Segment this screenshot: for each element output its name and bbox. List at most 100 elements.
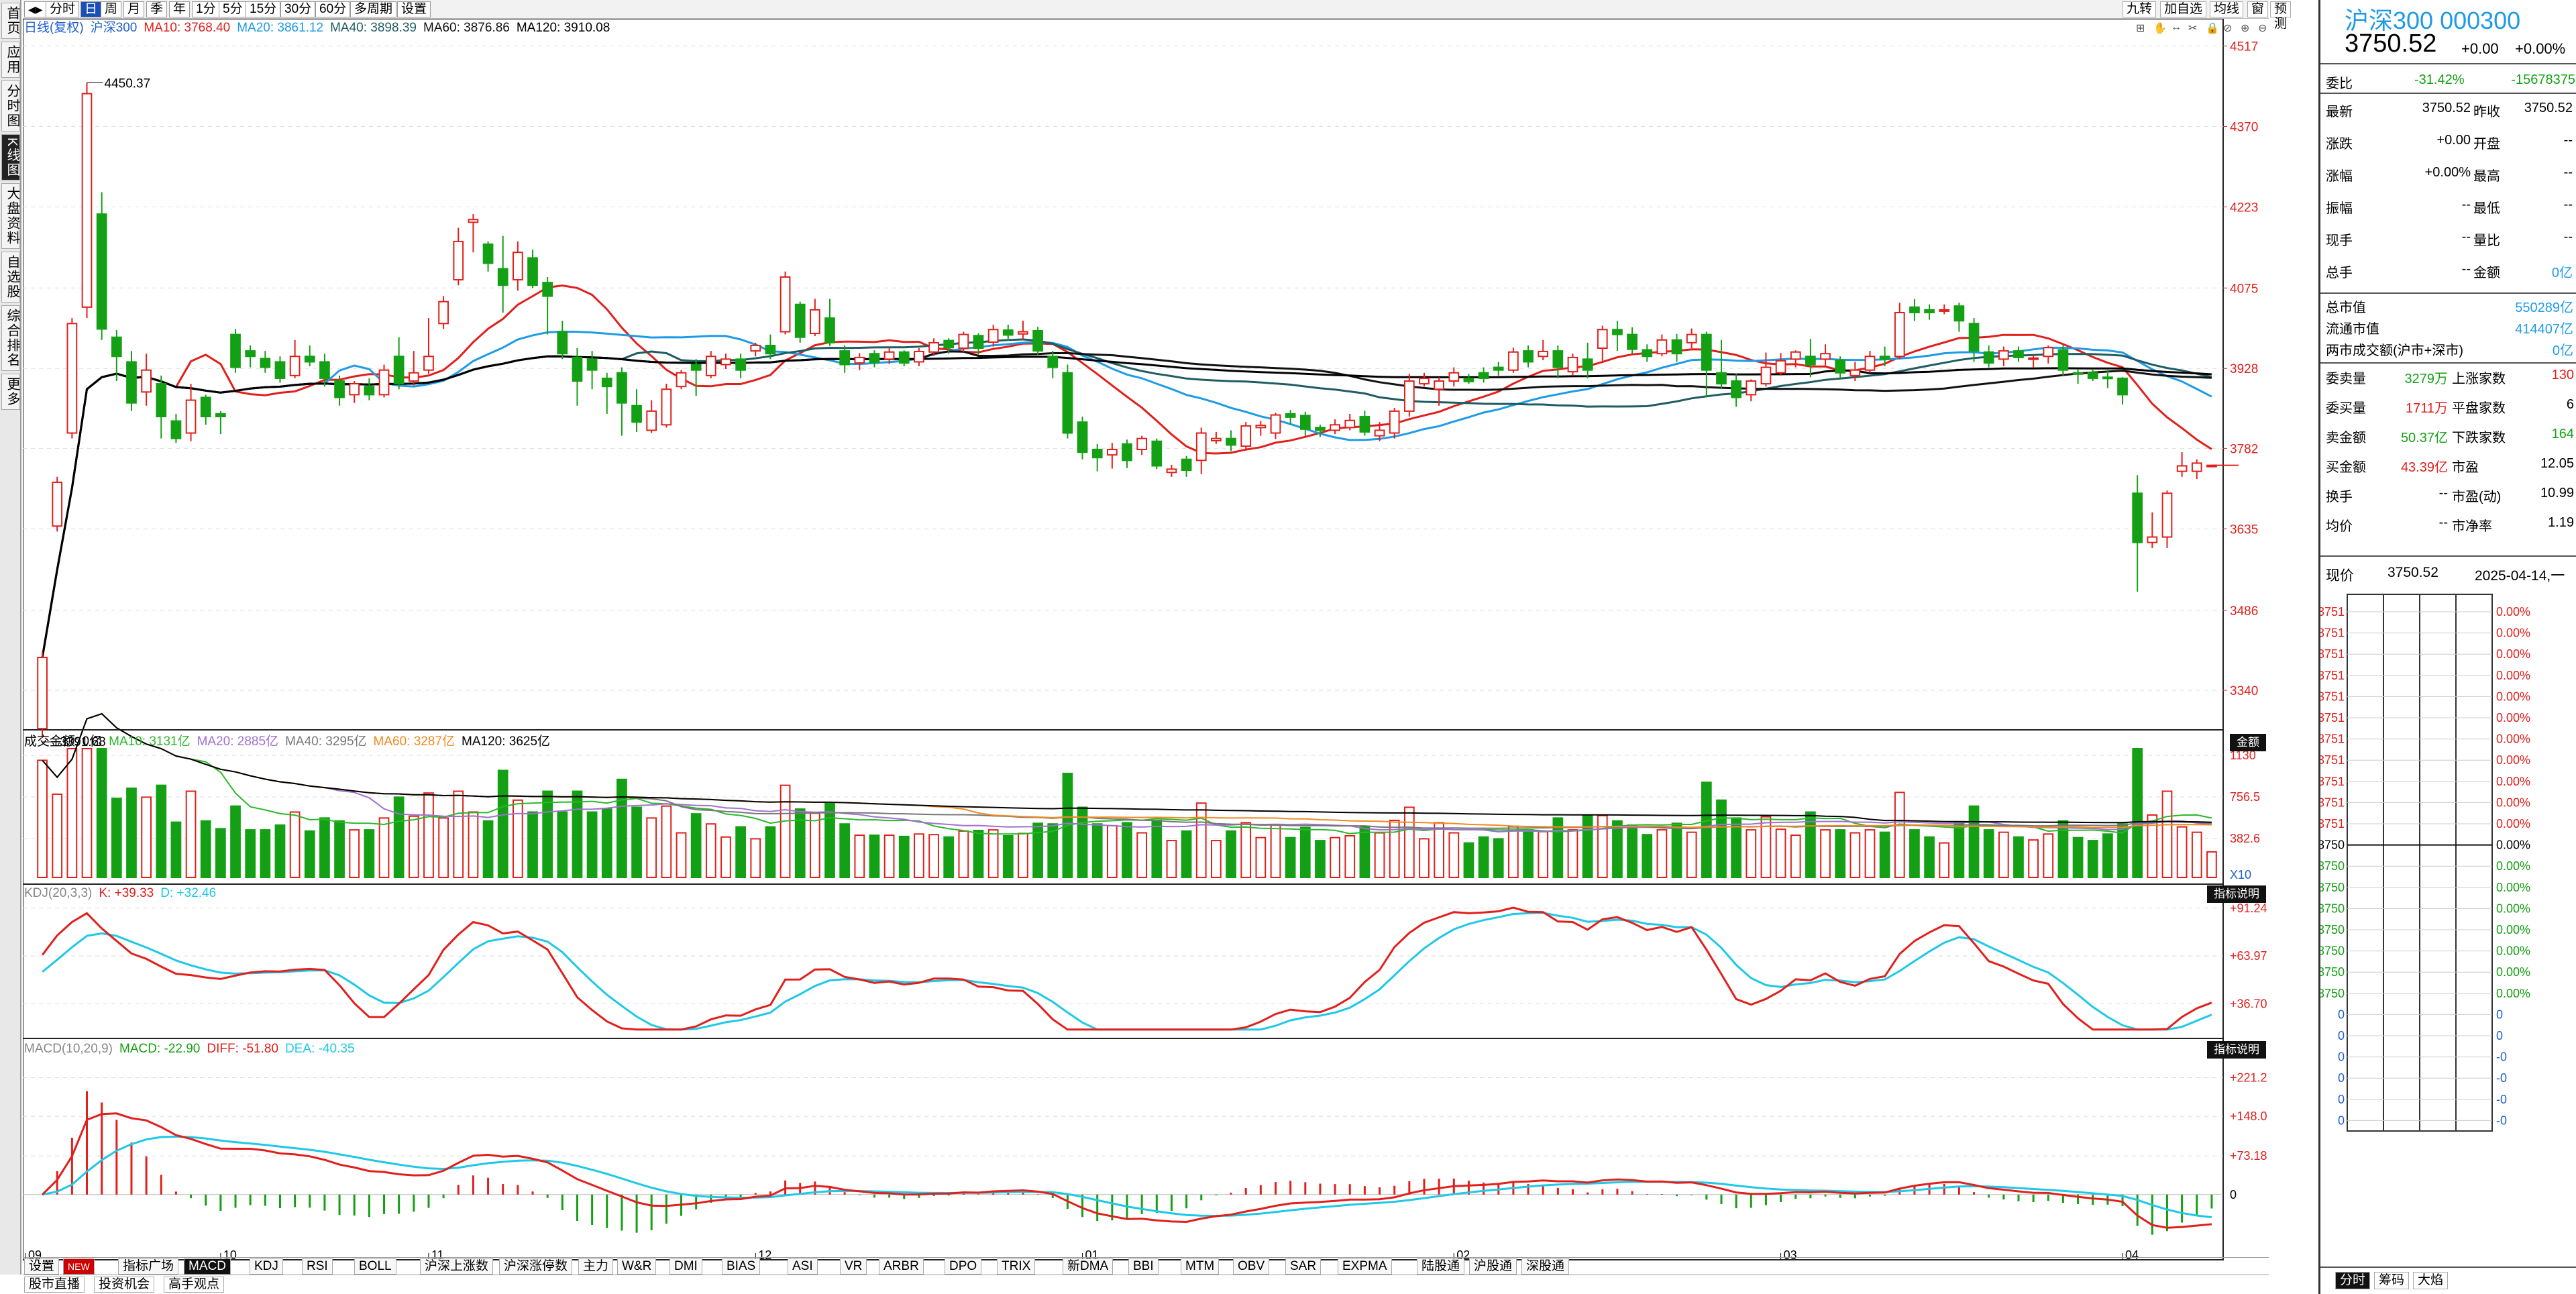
- indicator-tab-9[interactable]: 主力: [578, 1258, 614, 1275]
- period-button-7[interactable]: 5分: [219, 1, 247, 17]
- nav-tab-5[interactable]: 自选股: [1, 252, 20, 303]
- quote-cell-2-1: +0.00%: [2424, 165, 2471, 180]
- candle: [1195, 427, 1207, 474]
- nav-tab-1[interactable]: 应用: [1, 42, 20, 78]
- indicator-tab-11[interactable]: DMI: [669, 1258, 702, 1275]
- quote-bottom-tab-2[interactable]: 大焰: [2413, 1272, 2449, 1289]
- indicator-tab-8[interactable]: 沪深涨停数: [499, 1258, 573, 1275]
- nav-tab-6[interactable]: 综合排名: [1, 305, 20, 372]
- indicator-tab-6[interactable]: BOLL: [354, 1258, 396, 1275]
- indicator-tab-12[interactable]: BIAS: [722, 1258, 761, 1275]
- period-button-6[interactable]: 1分: [192, 1, 220, 17]
- chart-tool-icon-4[interactable]: 🔒: [2206, 23, 2219, 34]
- period-button-5[interactable]: 年: [169, 1, 191, 17]
- indicator-tab-19[interactable]: BBI: [1128, 1258, 1159, 1275]
- candle: [1686, 328, 1697, 349]
- indicator-tab-2[interactable]: 指标广场: [118, 1258, 179, 1275]
- quote-bottom-tab-1[interactable]: 筹码: [2374, 1272, 2410, 1289]
- indicator-tab-7[interactable]: 沪深上涨数: [420, 1258, 494, 1275]
- nav-tab-0[interactable]: 首页: [1, 3, 20, 39]
- indicator-tab-13[interactable]: ASI: [788, 1258, 818, 1275]
- ladder-price-12: 3750: [2320, 859, 2345, 873]
- bottom-tab-0[interactable]: 股市直播: [24, 1277, 85, 1293]
- period-button-3[interactable]: 月: [123, 1, 145, 17]
- volume-bar: [304, 830, 315, 879]
- indicator-tab-3[interactable]: MACD: [184, 1258, 231, 1275]
- quote-cell-1-3: --: [2563, 133, 2573, 148]
- period-button-12[interactable]: 设置: [397, 1, 431, 17]
- indicator-tab-1[interactable]: NEW: [63, 1258, 95, 1275]
- volume-bar: [1389, 819, 1400, 878]
- chart-tool-icon-5[interactable]: ⊘: [2223, 23, 2233, 34]
- indicator-tab-22[interactable]: SAR: [1285, 1258, 1322, 1275]
- period-button-1[interactable]: 日: [80, 1, 102, 17]
- indicator-tab-0[interactable]: 设置: [24, 1258, 60, 1275]
- volume-bar: [794, 808, 806, 878]
- kdj-axis-label-0: +91.24: [2230, 902, 2267, 915]
- period-button-11[interactable]: 多周期: [350, 1, 397, 17]
- bottom-tab-1[interactable]: 投资机会: [94, 1277, 155, 1293]
- indicator-tab-16[interactable]: DPO: [945, 1258, 982, 1275]
- quote-cell-3-3: --: [2563, 197, 2573, 212]
- volume-bar: [973, 829, 984, 879]
- period-button-8[interactable]: 15分: [246, 1, 281, 17]
- bottom-tab-2[interactable]: 高手观点: [164, 1277, 225, 1293]
- nav-tab-4[interactable]: 大盘资料: [1, 183, 20, 250]
- ladder-price-7: 3751: [2320, 753, 2345, 767]
- period-button-2[interactable]: 周: [101, 1, 122, 17]
- toolbar-arrow-icon[interactable]: ◀▶: [24, 1, 47, 17]
- chart-tool-icon-0[interactable]: ⊞: [2136, 23, 2145, 34]
- indicator-tab-20[interactable]: MTM: [1181, 1258, 1220, 1275]
- indicator-tab-24[interactable]: 陆股通: [1417, 1258, 1465, 1275]
- nav-tab-3[interactable]: K线图: [1, 134, 20, 181]
- stat-cell-4-1: --: [2438, 486, 2448, 500]
- kdj-info-button[interactable]: 指标说明: [2207, 885, 2266, 903]
- indicator-tab-17[interactable]: TRIX: [997, 1258, 1036, 1275]
- quote-cell-1-0: 涨跌: [2326, 137, 2353, 152]
- tool-button-4[interactable]: 预测: [2270, 1, 2292, 31]
- tool-button-1[interactable]: 加自选: [2160, 1, 2207, 17]
- volume-bar: [780, 784, 791, 878]
- indicator-tab-15[interactable]: ARBR: [879, 1258, 924, 1275]
- indicator-tab-14[interactable]: VR: [840, 1258, 867, 1275]
- period-button-10[interactable]: 60分: [315, 1, 351, 17]
- candle: [1032, 327, 1043, 355]
- chart-tool-icon-3[interactable]: ✂: [2188, 23, 2198, 34]
- quote-cell-0-1: 3750.52: [2422, 101, 2471, 115]
- period-button-0[interactable]: 分时: [46, 1, 80, 17]
- amount-switch[interactable]: 金额: [2230, 734, 2266, 751]
- chart-tool-icon-1[interactable]: ✋: [2153, 23, 2167, 34]
- period-button-9[interactable]: 30分: [280, 1, 316, 17]
- nav-tab-7[interactable]: 更多: [1, 374, 20, 411]
- volume-bar: [1136, 832, 1148, 878]
- chart-tool-icon-6[interactable]: ⊕: [2241, 23, 2250, 34]
- indicator-tab-18[interactable]: 新DMA: [1063, 1258, 1114, 1275]
- tool-button-2[interactable]: 均线: [2210, 1, 2244, 17]
- indicator-tab-25[interactable]: 沪股通: [1469, 1258, 1517, 1275]
- indicator-tab-4[interactable]: KDJ: [250, 1258, 283, 1275]
- indicator-tab-21[interactable]: OBV: [1233, 1258, 1270, 1275]
- quote-bottom-tab-0[interactable]: 分时: [2335, 1272, 2371, 1289]
- candle: [1924, 304, 1935, 320]
- candle: [1760, 352, 1772, 387]
- volume-bar: [720, 836, 731, 879]
- stat-cell-0-2: 上涨家数: [2452, 372, 2506, 386]
- period-button-4[interactable]: 季: [146, 1, 168, 17]
- macd-info-button[interactable]: 指标说明: [2207, 1041, 2266, 1059]
- chart-tool-icon-2[interactable]: ↔: [2171, 21, 2182, 33]
- nav-tab-2[interactable]: 分时图: [1, 80, 20, 131]
- tool-button-0[interactable]: 九转: [2123, 1, 2157, 17]
- chart-canvas[interactable]: 4517 4370 4223 4075 3928 3782 3635 3486 3340 4450…: [23, 19, 2269, 1265]
- candle: [646, 400, 657, 433]
- tool-button-3[interactable]: 窗: [2247, 1, 2269, 17]
- now-row: 现价 3750.52 2025-04-14,一: [2320, 555, 2576, 586]
- indicator-tab-23[interactable]: EXPMA: [1338, 1258, 1392, 1275]
- chart-tool-icon-7[interactable]: ⊖: [2258, 23, 2267, 34]
- candle: [1671, 333, 1682, 362]
- indicator-tab-26[interactable]: 深股通: [1521, 1258, 1570, 1275]
- indicator-tab-10[interactable]: W&R: [617, 1258, 657, 1275]
- candle: [928, 338, 939, 356]
- indicator-tab-5[interactable]: RSI: [302, 1258, 333, 1275]
- candle: [1181, 455, 1192, 477]
- volume-bar: [1909, 829, 1920, 878]
